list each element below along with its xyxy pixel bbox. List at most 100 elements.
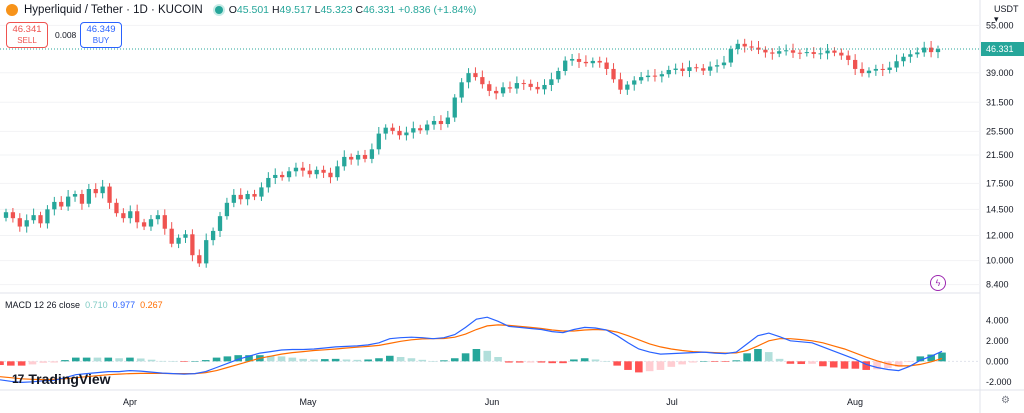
- macd-histogram-bar: [342, 359, 351, 362]
- price-tick-label: 12.000: [986, 230, 1014, 240]
- macd-histogram-value: 0.710: [85, 300, 108, 310]
- macd-tick-label: 0.000: [986, 356, 1009, 366]
- macd-histogram-bar: [483, 350, 492, 362]
- candle-body: [114, 202, 119, 214]
- macd-tick-label: 2.000: [986, 336, 1009, 346]
- flash-alert-icon[interactable]: ϟ: [930, 275, 946, 291]
- candle-body: [45, 209, 50, 224]
- macd-histogram-bar: [72, 357, 80, 362]
- candle-body: [825, 50, 830, 54]
- buy-button[interactable]: 46.349 BUY: [80, 22, 122, 48]
- brand-name: TradingView: [28, 371, 111, 387]
- candle-body: [887, 67, 892, 70]
- chevron-down-icon: ▾: [994, 14, 999, 24]
- macd-line: [0, 316, 943, 384]
- candle-body: [245, 194, 250, 200]
- macd-histogram-bar: [916, 356, 925, 362]
- candle-body: [31, 215, 36, 221]
- macd-histogram-bar: [61, 360, 69, 362]
- settings-gear-icon[interactable]: ⚙: [1001, 395, 1010, 406]
- macd-histogram-bar: [819, 361, 827, 367]
- macd-histogram-bar: [808, 361, 816, 364]
- candle-body: [521, 83, 526, 85]
- macd-histogram-bar: [548, 361, 556, 364]
- price-tick-label: 25.500: [986, 126, 1014, 136]
- macd-histogram-bar: [689, 361, 697, 363]
- candle-body: [266, 177, 271, 188]
- candle-body: [742, 43, 747, 47]
- currency-selector[interactable]: USDT ▾: [994, 4, 1024, 25]
- sell-label: SELL: [17, 36, 37, 45]
- macd-histogram-bar: [418, 359, 427, 362]
- candle-body: [307, 170, 312, 175]
- candle-body: [542, 84, 547, 90]
- price-tick-label: 17.500: [986, 178, 1014, 188]
- macd-histogram-bar: [775, 358, 784, 362]
- candle-body: [349, 156, 354, 160]
- candle-body: [908, 54, 913, 57]
- macd-histogram-bar: [375, 358, 383, 362]
- price-tick-label: 10.000: [986, 256, 1014, 266]
- sell-button[interactable]: 46.341 SELL: [6, 22, 48, 48]
- macd-histogram-bar: [245, 355, 253, 362]
- macd-histogram-bar: [440, 360, 448, 362]
- candle-body: [735, 43, 740, 50]
- symbol-title[interactable]: Hyperliquid / Tether · 1D · KUCOIN: [24, 4, 203, 16]
- macd-histogram-bar: [461, 353, 470, 362]
- candle-body: [535, 86, 540, 90]
- macd-histogram-bar: [234, 355, 242, 362]
- macd-histogram-bar: [721, 361, 730, 362]
- candle-body: [65, 196, 71, 207]
- candle-body: [652, 75, 658, 77]
- macd-histogram-bar: [764, 352, 773, 362]
- candle-body: [197, 255, 202, 264]
- macd-histogram-bar: [201, 360, 210, 362]
- candle-body: [252, 194, 257, 197]
- time-tick-label: Jul: [666, 397, 678, 407]
- candle-body: [204, 240, 209, 264]
- macd-histogram-bar: [829, 361, 838, 368]
- close-value: 46.331: [363, 4, 396, 16]
- candle-body: [273, 174, 278, 178]
- macd-title: MACD 12 26 close: [5, 300, 81, 310]
- candle-body: [128, 211, 133, 219]
- macd-histogram-bar: [407, 358, 416, 362]
- candle-body: [162, 215, 167, 229]
- candle-body: [797, 52, 803, 54]
- candle-body: [438, 120, 444, 125]
- low-value: 45.323: [320, 4, 353, 16]
- sell-price: 46.341: [12, 24, 42, 35]
- macd-histogram-bar: [223, 356, 232, 362]
- candle-body: [915, 52, 920, 55]
- macd-histogram-bar: [0, 361, 4, 366]
- macd-histogram-bar: [386, 355, 394, 362]
- candle-body: [832, 50, 837, 53]
- candle-body: [17, 218, 22, 227]
- candle-body: [445, 117, 450, 125]
- macd-histogram-bar: [700, 361, 708, 362]
- candle-body: [183, 234, 188, 238]
- candle-body: [155, 215, 161, 220]
- candle-body: [818, 53, 823, 55]
- candle-body: [169, 228, 174, 244]
- macd-histogram-bar: [894, 361, 903, 367]
- candle-body: [756, 47, 761, 50]
- candle-body: [217, 216, 223, 231]
- last-price-label: 46.331: [986, 44, 1014, 54]
- macd-histogram-bar: [710, 361, 719, 362]
- tradingview-logo: 17 TradingView: [12, 371, 111, 387]
- candle-body: [590, 60, 595, 64]
- candle-body: [935, 49, 941, 53]
- candle-body: [314, 169, 319, 175]
- candle-body: [38, 215, 43, 224]
- macd-histogram-bar: [797, 361, 806, 365]
- macd-histogram-bar: [331, 358, 340, 362]
- candle-body: [549, 79, 554, 85]
- candle-body: [293, 167, 299, 172]
- macd-histogram-bar: [537, 361, 546, 363]
- candle-body: [569, 58, 575, 61]
- candle-body: [59, 201, 64, 207]
- candle-body: [749, 46, 754, 48]
- candle-body: [383, 127, 388, 134]
